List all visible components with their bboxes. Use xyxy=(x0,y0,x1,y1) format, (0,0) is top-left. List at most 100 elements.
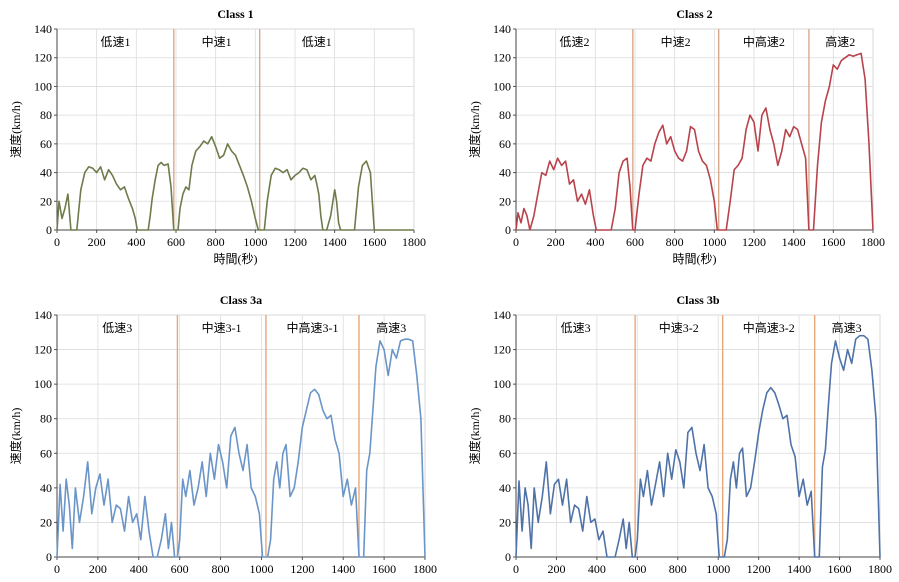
y-tick-label: 100 xyxy=(493,377,511,391)
phase-label: 高速2 xyxy=(825,34,855,49)
x-tick-label: 600 xyxy=(171,562,189,576)
y-tick-label: 140 xyxy=(34,308,52,322)
chart-title: Class 1 xyxy=(217,7,253,21)
x-tick-label: 1000 xyxy=(706,562,730,576)
phase-label: 高速3 xyxy=(832,320,862,335)
y-tick-label: 140 xyxy=(493,308,511,322)
x-tick-label: 1600 xyxy=(828,562,852,576)
x-tick-label: 1000 xyxy=(702,235,726,249)
x-tick-label: 1000 xyxy=(249,562,273,576)
y-tick-label: 80 xyxy=(40,412,52,426)
chart-title: Class 3b xyxy=(676,293,719,307)
phase-label: 中高速3-1 xyxy=(287,320,339,335)
x-tick-label: 1400 xyxy=(782,235,806,249)
phase-label: 中高速2 xyxy=(743,34,785,49)
y-tick-label: 20 xyxy=(40,194,52,208)
speed-line xyxy=(515,334,881,558)
y-tick-label: 40 xyxy=(40,481,52,495)
phase-label: 低速1 xyxy=(101,35,131,49)
speed-line xyxy=(56,135,414,231)
phase-label: 低速3 xyxy=(561,321,591,335)
y-axis-label: 速度(km/h) xyxy=(467,408,482,465)
phase-label: 中速3-1 xyxy=(202,320,242,335)
y-axis-label: 速度(km/h) xyxy=(8,101,23,158)
x-tick-label: 0 xyxy=(54,562,60,576)
y-tick-label: 80 xyxy=(40,108,52,122)
phase-label: 低速2 xyxy=(560,35,590,49)
x-tick-label: 600 xyxy=(628,562,646,576)
x-tick-label: 800 xyxy=(666,235,684,249)
y-tick-label: 120 xyxy=(493,343,511,357)
x-tick-label: 0 xyxy=(513,562,519,576)
y-tick-label: 120 xyxy=(493,51,511,65)
phase-label: 低速1 xyxy=(302,35,332,49)
x-tick-label: 1400 xyxy=(787,562,811,576)
y-tick-label: 80 xyxy=(499,108,511,122)
phase-label: 高速3 xyxy=(376,320,406,335)
y-axis-label: 速度(km/h) xyxy=(8,408,23,465)
x-tick-label: 1800 xyxy=(413,562,437,576)
x-tick-label: 0 xyxy=(513,235,519,249)
x-tick-label: 800 xyxy=(212,562,230,576)
x-tick-label: 200 xyxy=(88,235,106,249)
y-tick-label: 140 xyxy=(493,22,511,36)
phase-label: 中速1 xyxy=(202,34,232,49)
x-tick-label: 200 xyxy=(89,562,107,576)
x-tick-label: 1400 xyxy=(323,235,347,249)
x-tick-label: 1600 xyxy=(821,235,845,249)
y-tick-label: 60 xyxy=(499,446,511,460)
x-tick-label: 1400 xyxy=(331,562,355,576)
y-tick-label: 0 xyxy=(505,550,511,564)
chart-title: Class 2 xyxy=(676,7,712,21)
x-tick-label: 400 xyxy=(588,562,606,576)
y-tick-label: 20 xyxy=(499,515,511,529)
x-tick-label: 1200 xyxy=(290,562,314,576)
y-tick-label: 0 xyxy=(505,223,511,237)
x-tick-label: 1800 xyxy=(868,562,892,576)
y-tick-label: 40 xyxy=(40,166,52,180)
y-tick-label: 100 xyxy=(34,79,52,93)
x-tick-label: 400 xyxy=(586,235,604,249)
phase-label: 低速3 xyxy=(102,321,132,335)
x-tick-label: 1200 xyxy=(742,235,766,249)
x-tick-label: 1000 xyxy=(243,235,267,249)
x-tick-label: 1800 xyxy=(861,235,885,249)
y-tick-label: 100 xyxy=(493,79,511,93)
x-tick-label: 1600 xyxy=(372,562,396,576)
x-tick-label: 1800 xyxy=(402,235,426,249)
y-tick-label: 40 xyxy=(499,481,511,495)
speed-line xyxy=(56,338,426,558)
y-tick-label: 120 xyxy=(34,51,52,65)
x-tick-label: 200 xyxy=(547,235,565,249)
x-tick-label: 800 xyxy=(669,562,687,576)
x-tick-label: 1200 xyxy=(283,235,307,249)
y-tick-label: 60 xyxy=(499,137,511,151)
x-axis-label: 時間(秒) xyxy=(673,252,717,266)
y-tick-label: 100 xyxy=(34,377,52,391)
phase-label: 中速2 xyxy=(661,34,691,49)
y-tick-label: 40 xyxy=(499,166,511,180)
y-tick-label: 60 xyxy=(40,446,52,460)
plot-area xyxy=(56,28,415,231)
chart-title: Class 3a xyxy=(220,293,262,307)
speed-line xyxy=(515,52,874,231)
x-tick-label: 1200 xyxy=(747,562,771,576)
x-tick-label: 400 xyxy=(130,562,148,576)
y-tick-label: 20 xyxy=(499,194,511,208)
x-tick-label: 800 xyxy=(207,235,225,249)
phase-label: 中高速3-2 xyxy=(743,320,795,335)
x-tick-label: 400 xyxy=(127,235,145,249)
x-tick-label: 600 xyxy=(626,235,644,249)
y-axis-label: 速度(km/h) xyxy=(467,101,482,158)
x-tick-label: 200 xyxy=(547,562,565,576)
x-tick-label: 0 xyxy=(54,235,60,249)
phase-label: 中速3-2 xyxy=(659,320,699,335)
y-tick-label: 0 xyxy=(46,223,52,237)
x-tick-label: 600 xyxy=(167,235,185,249)
